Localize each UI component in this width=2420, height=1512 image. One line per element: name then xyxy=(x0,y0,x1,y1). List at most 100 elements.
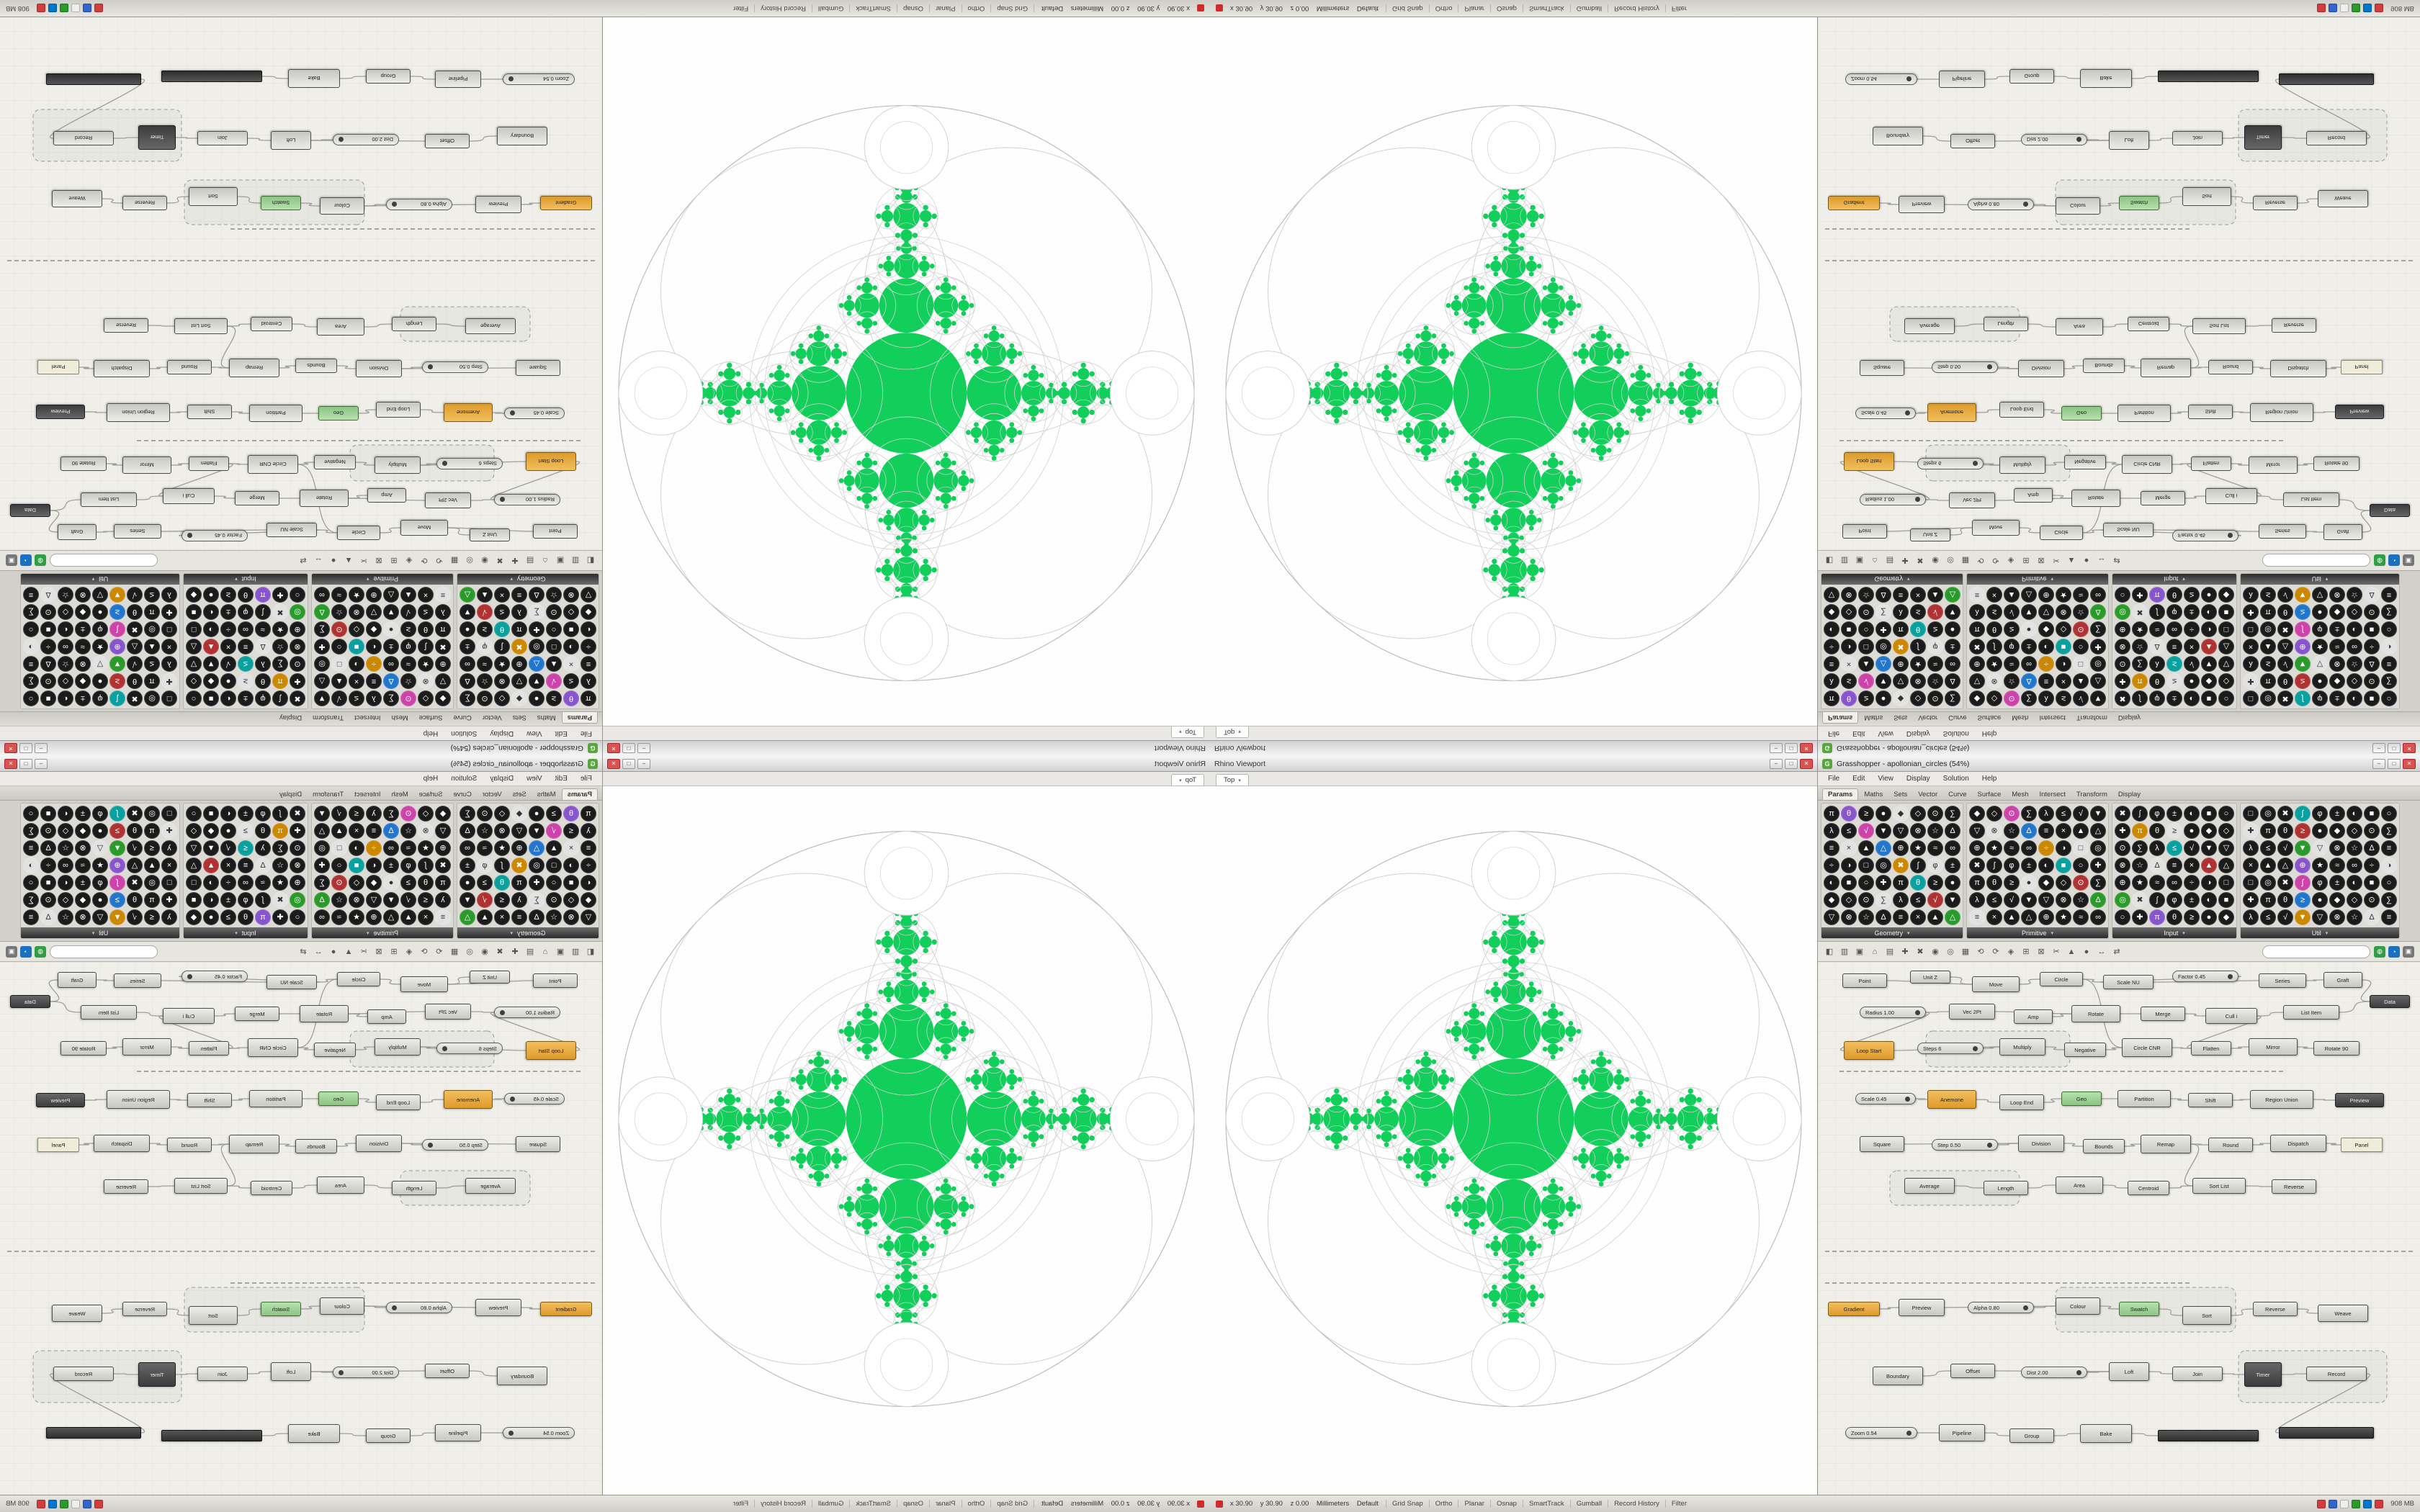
component-icon[interactable]: ▼ xyxy=(1945,892,1960,908)
toolbar-icon[interactable]: ⇄ xyxy=(2113,556,2120,564)
component-icon[interactable]: ≥ xyxy=(109,892,125,908)
status-segment[interactable]: SmartTrack xyxy=(850,4,898,12)
component-icon[interactable]: ≈ xyxy=(331,587,347,603)
component-icon[interactable]: ● xyxy=(1945,875,1960,891)
gh-node[interactable]: Group xyxy=(2009,1428,2054,1443)
minimize-button[interactable]: – xyxy=(637,743,650,754)
component-icon[interactable]: ⊗ xyxy=(2329,587,2345,603)
component-icon[interactable]: λ xyxy=(255,840,271,856)
gh-node[interactable]: Average xyxy=(465,1178,516,1194)
component-icon[interactable]: △ xyxy=(127,639,143,654)
component-icon[interactable]: ÷ xyxy=(2184,621,2200,637)
component-icon[interactable]: ○ xyxy=(1858,621,1874,637)
slider-knob[interactable] xyxy=(2076,1369,2081,1375)
component-icon[interactable]: ★ xyxy=(418,656,434,672)
gh-node[interactable]: List Item xyxy=(2283,1005,2339,1020)
menu-item-display[interactable]: Display xyxy=(1906,729,1930,737)
component-icon[interactable]: ≤ xyxy=(2260,909,2276,925)
minimize-button[interactable]: – xyxy=(2372,758,2385,769)
status-segment[interactable]: Record History xyxy=(755,4,812,12)
status-segment[interactable]: SmartTrack xyxy=(1522,1500,1570,1508)
status-segment[interactable]: Grid Snap xyxy=(991,1500,1035,1508)
gh-node[interactable]: Shift xyxy=(2188,405,2233,419)
component-icon[interactable]: ✖ xyxy=(290,690,305,706)
gh-node[interactable]: Step 0.50 xyxy=(1932,1139,1998,1151)
component-icon[interactable]: ◎ xyxy=(2260,875,2276,891)
gh-node[interactable]: Record xyxy=(2306,1367,2367,1381)
component-icon[interactable]: ⊗ xyxy=(2056,892,2071,908)
viewport-tab-top[interactable]: Top ▾ xyxy=(1171,774,1204,786)
palette-section-label[interactable]: Util ▾ xyxy=(2241,574,2399,585)
tab-vector[interactable]: Vector xyxy=(482,791,502,798)
menu-item-help[interactable]: Help xyxy=(423,729,439,737)
status-segment[interactable]: Planar xyxy=(1458,1500,1489,1508)
component-icon[interactable]: ⊙ xyxy=(290,840,305,856)
gh-node[interactable]: Steps 6 xyxy=(436,1043,503,1054)
component-icon[interactable]: □ xyxy=(331,656,347,672)
gh-node[interactable]: Length xyxy=(1984,1181,2028,1195)
gh-node[interactable]: Bake xyxy=(288,1424,340,1443)
tab-vector[interactable]: Vector xyxy=(482,714,502,721)
toolbar-icon[interactable]: ⇄ xyxy=(300,948,307,956)
component-icon[interactable]: λ xyxy=(2243,656,2259,672)
component-icon[interactable]: ∫ xyxy=(494,858,510,873)
component-icon[interactable]: θ xyxy=(1986,875,2002,891)
gh-node[interactable]: Boundary xyxy=(1873,1367,1923,1385)
gh-node[interactable]: Weave xyxy=(52,190,102,207)
component-icon[interactable]: ★ xyxy=(2132,621,2148,637)
slider-knob[interactable] xyxy=(442,1045,447,1051)
gh-node[interactable]: Weave xyxy=(52,1305,102,1322)
component-icon[interactable]: ⊙ xyxy=(1927,806,1943,822)
component-icon[interactable]: ○ xyxy=(23,621,39,637)
component-icon[interactable]: ★ xyxy=(2132,875,2148,891)
component-icon[interactable]: ≥ xyxy=(1858,690,1874,706)
component-icon[interactable]: ○ xyxy=(2218,690,2234,706)
component-icon[interactable]: ☆ xyxy=(1858,587,1874,603)
component-icon[interactable]: ● xyxy=(2312,604,2328,620)
gh-node[interactable]: Join xyxy=(197,1367,248,1381)
gh-node[interactable]: Sort xyxy=(2182,1306,2231,1325)
component-icon[interactable]: ▽ xyxy=(366,604,382,620)
component-icon[interactable]: π xyxy=(144,823,160,839)
component-icon[interactable]: π xyxy=(144,673,160,689)
gh-node[interactable]: Region Union xyxy=(107,403,170,422)
gh-node[interactable]: Point xyxy=(1842,524,1887,539)
component-icon[interactable]: ✖ xyxy=(1893,639,1909,654)
component-icon[interactable]: ∞ xyxy=(1945,840,1960,856)
record-icon[interactable] xyxy=(1197,4,1204,12)
component-icon[interactable]: ✚ xyxy=(272,587,288,603)
viewport-titlebar[interactable]: Rhino Viewport – □ ✕ xyxy=(1210,740,1817,756)
component-icon[interactable]: ≤ xyxy=(563,823,579,839)
component-icon[interactable]: ≤ xyxy=(494,892,510,908)
tab-curve[interactable]: Curve xyxy=(1948,714,1967,721)
gh-node[interactable]: Mirror xyxy=(122,456,171,474)
component-icon[interactable]: ◇ xyxy=(2347,892,2362,908)
component-icon[interactable]: Δ xyxy=(2021,673,2037,689)
gh-node[interactable]: Pipeline xyxy=(1939,71,1985,88)
component-icon[interactable]: ● xyxy=(1876,690,1891,706)
component-icon[interactable]: θ xyxy=(255,673,271,689)
component-icon[interactable]: ✚ xyxy=(290,673,305,689)
palette-section-label[interactable]: Primitive ▾ xyxy=(1967,927,2108,938)
gh-node[interactable]: Division xyxy=(356,360,402,377)
component-icon[interactable]: π xyxy=(144,604,160,620)
component-icon[interactable]: ⊙ xyxy=(400,806,416,822)
component-icon[interactable]: ≈ xyxy=(331,909,347,925)
component-icon[interactable]: Δ xyxy=(2364,909,2380,925)
tab-surface[interactable]: Surface xyxy=(1977,714,2002,721)
component-icon[interactable]: ▼ xyxy=(2201,840,2217,856)
component-icon[interactable]: ◐ xyxy=(366,639,382,654)
component-icon[interactable]: □ xyxy=(161,690,177,706)
component-icon[interactable]: θ xyxy=(563,806,579,822)
component-icon[interactable]: ○ xyxy=(290,587,305,603)
component-icon[interactable]: θ xyxy=(2149,673,2165,689)
component-icon[interactable]: ⊗ xyxy=(2329,656,2345,672)
component-icon[interactable]: ★ xyxy=(1910,840,1926,856)
component-icon[interactable]: ◇ xyxy=(1986,806,2002,822)
component-icon[interactable]: ∑ xyxy=(529,604,544,620)
palette-section-label[interactable]: Geometry ▾ xyxy=(1821,927,1963,938)
component-icon[interactable]: ≤ xyxy=(1986,892,2002,908)
toolbar-icon[interactable]: ⇄ xyxy=(2113,948,2120,956)
gh-node[interactable]: Length xyxy=(392,317,436,331)
component-icon[interactable]: ▽ xyxy=(186,656,202,672)
